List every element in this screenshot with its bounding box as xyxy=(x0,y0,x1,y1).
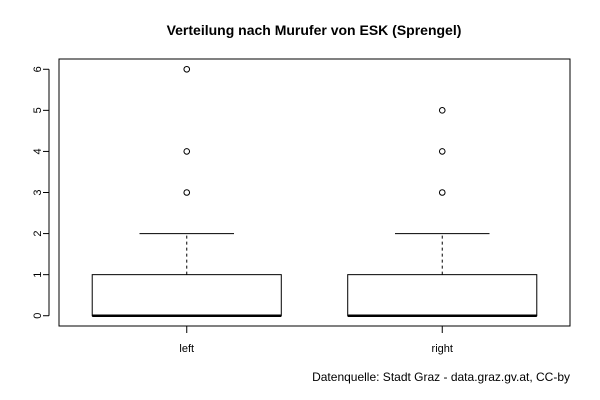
box-left xyxy=(91,65,282,317)
box-right xyxy=(347,107,538,317)
x-tick-label-left: left xyxy=(179,343,194,355)
data-source-note: Datenquelle: Stadt Graz - data.graz.gv.a… xyxy=(312,370,570,384)
box-rect xyxy=(91,274,282,317)
y-tick-label: 2 xyxy=(32,231,44,237)
plot-frame xyxy=(58,58,571,327)
outlier-point xyxy=(438,189,446,196)
outlier-point xyxy=(183,148,191,155)
outlier-point xyxy=(438,148,446,155)
y-tick-label: 1 xyxy=(32,272,44,278)
boxes-layer xyxy=(91,65,538,317)
y-tick-label: 5 xyxy=(32,107,44,113)
y-axis: 0 1 2 3 4 5 6 xyxy=(32,66,50,319)
x-axis: left right xyxy=(179,326,453,355)
y-tick-label: 3 xyxy=(32,189,44,195)
y-tick-label: 6 xyxy=(32,66,44,72)
box-rect xyxy=(347,274,538,317)
x-tick-label-right: right xyxy=(432,343,453,355)
y-tick-label: 0 xyxy=(32,313,44,319)
outlier-point xyxy=(183,65,191,73)
chart-title: Verteilung nach Murufer von ESK (Sprenge… xyxy=(167,22,462,38)
y-tick-label: 4 xyxy=(32,148,44,154)
outlier-point xyxy=(183,189,191,196)
outlier-point xyxy=(438,107,446,114)
